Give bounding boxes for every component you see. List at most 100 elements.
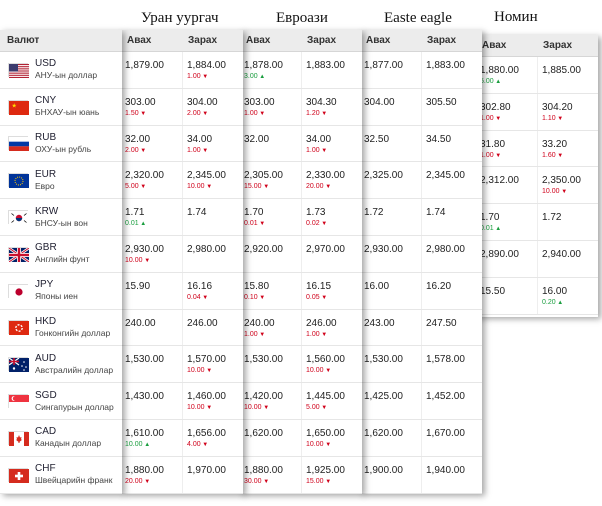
sell-rate-value: 2,345.00 — [426, 170, 465, 182]
buy-rate-change: 1.00 — [480, 114, 537, 124]
sell-rate-value: 2,970.00 — [306, 243, 345, 255]
currency-text: CAD Канадын доллар — [35, 426, 101, 449]
sell-rate-value: 1,940.00 — [426, 464, 465, 476]
currency-text: CHF Швейцарийн франк — [35, 463, 112, 486]
buy-rate-value: 1,880.00 — [244, 464, 283, 476]
sell-rate-value: 1,656.00 — [187, 427, 226, 439]
buy-rate-cell: 15.90 — [121, 273, 182, 309]
buy-rate-value: 1,877.00 — [364, 60, 403, 71]
buy-rate-cell: 303.00 1.00 — [240, 89, 301, 125]
sell-rate-value: 34.00 — [306, 133, 332, 145]
buy-rate-cell: 2,325.00 — [360, 162, 421, 198]
buy-rate-change: 15.00 — [244, 182, 301, 192]
buy-rate-change: 20.00 — [125, 477, 182, 487]
sell-rate-cell: 1,885.00 — [537, 57, 598, 93]
currency-row: RUB ОХУ-ын рубль — [0, 126, 122, 163]
currency-row: GBR Английн фунт — [0, 236, 122, 273]
sell-rate-cell: 1,656.00 4.00 — [182, 419, 243, 456]
sell-rate-cell: 246.00 1.00 — [301, 309, 362, 346]
rate-row: 243.00 247.50 — [360, 309, 482, 347]
buy-rate-cell: 1.70 0.01 — [240, 199, 301, 235]
buy-rate-change: 1.00 — [244, 330, 301, 340]
bank-title-easte-eagle: Easte eagle — [384, 10, 452, 26]
currency-code: JPY — [35, 279, 54, 291]
currency-row: AUD Австралийн доллар — [0, 346, 122, 384]
buy-rate-value: 1,900.00 — [364, 464, 403, 476]
us-flag-icon — [8, 62, 29, 78]
sell-rate-value: 34.00 — [187, 133, 213, 145]
sell-rate-value: 1,578.00 — [426, 354, 465, 366]
currency-code: CHF — [35, 463, 56, 475]
sell-rate-value: 1,650.00 — [306, 427, 345, 439]
sell-rate-cell: 34.00 1.00 — [301, 125, 362, 162]
sell-rate-change: 0.20 — [542, 298, 598, 308]
buy-column-header: Авах — [366, 35, 391, 46]
buy-rate-cell: 1,530.00 — [360, 346, 421, 382]
buy-rate-cell: 1,879.00 — [121, 52, 182, 88]
currency-row: EUR Евро — [0, 162, 122, 200]
buy-rate-cell: 1,610.00 10.00 — [121, 420, 182, 456]
sell-rate-cell: 2,980.00 — [421, 235, 482, 272]
sell-rate-change: 1.00 — [306, 146, 362, 156]
sell-rate-cell: 1,452.00 — [421, 383, 482, 419]
buy-rate-cell: 32.00 — [240, 126, 301, 162]
sell-rate-value: 33.20 — [542, 138, 568, 150]
buy-rate-value: 303.00 — [125, 96, 156, 108]
currency-text: CNY БНХАУ-ын юань — [35, 95, 99, 118]
sell-rate-cell: 16.20 — [421, 272, 482, 309]
rate-row: 1,425.00 1,452.00 — [360, 383, 482, 420]
buy-rate-cell: 1,425.00 — [360, 383, 421, 419]
rate-row: 1,530.00 1,570.00 10.00 — [121, 346, 243, 384]
buy-rate-change: 3.00 — [244, 72, 301, 82]
buy-rate-value: 1,879.00 — [125, 60, 164, 71]
buy-rate-change: 10.00 — [125, 440, 182, 450]
buy-rate-cell: 1,877.00 — [360, 52, 421, 88]
currency-text: GBR Английн фунт — [35, 242, 90, 265]
buy-rate-cell: 15.80 0.10 — [240, 273, 301, 309]
currency-row: SGD Сингапурын доллар — [0, 383, 122, 420]
rate-row: 1.700.01 1.72 — [476, 204, 598, 241]
buy-rate-change: 10.00 — [244, 403, 301, 413]
buy-rate-value: 32.00 — [125, 133, 151, 145]
sell-column-header: Зарах — [307, 35, 337, 46]
sell-rate-value: 246.00 — [187, 317, 218, 329]
buy-rate-cell: 240.00 1.00 — [240, 310, 301, 346]
rate-row: 1,620.00 1,650.00 10.00 — [240, 419, 362, 457]
bank-title-nomin: Номин — [494, 9, 538, 25]
sell-rate-cell: 1,884.00 1.00 — [182, 52, 243, 88]
currency-row: JPY Японы иен — [0, 273, 122, 310]
sell-rate-change: 1.00 — [187, 72, 243, 82]
currency-code: RUB — [35, 131, 57, 143]
ru-flag-icon — [8, 136, 29, 152]
rate-row: 240.00 246.00 — [121, 309, 243, 347]
sell-column-header: Зарах — [188, 35, 218, 46]
sell-rate-value: 246.00 — [306, 317, 337, 329]
sell-rate-value: 247.50 — [426, 317, 457, 329]
sell-rate-value: 2,940.00 — [542, 248, 581, 260]
sell-rate-cell: 2,940.00 — [537, 240, 598, 277]
buy-rate-value: 1,620.00 — [244, 427, 283, 439]
sell-rate-value: 1.73 — [306, 207, 326, 219]
currency-row: KRW БНСУ-ын вон — [0, 199, 122, 236]
hk-flag-icon — [8, 320, 29, 336]
buy-rate-value: 1.72 — [364, 207, 384, 219]
sell-rate-change: 1.00 — [306, 330, 362, 340]
rate-row: 1.710.01 1.74 — [121, 199, 243, 236]
sell-rate-value: 1.74 — [426, 207, 446, 219]
rate-row: 2,930.00 2,980.00 — [360, 235, 482, 273]
buy-rate-value: 2,325.00 — [364, 170, 403, 182]
currency-column-header: Валют — [7, 35, 40, 46]
bank-panel-nomin: АвахЗарах1,880.005.001,885.00302.801.003… — [476, 35, 598, 317]
sell-rate-change: 2.00 — [187, 109, 243, 119]
buy-rate-change: 0.01 — [125, 219, 182, 229]
sell-rate-cell: 304.00 2.00 — [182, 88, 243, 125]
currency-name: АНУ-ын доллар — [35, 70, 98, 81]
sell-rate-value: 2,980.00 — [426, 243, 465, 255]
